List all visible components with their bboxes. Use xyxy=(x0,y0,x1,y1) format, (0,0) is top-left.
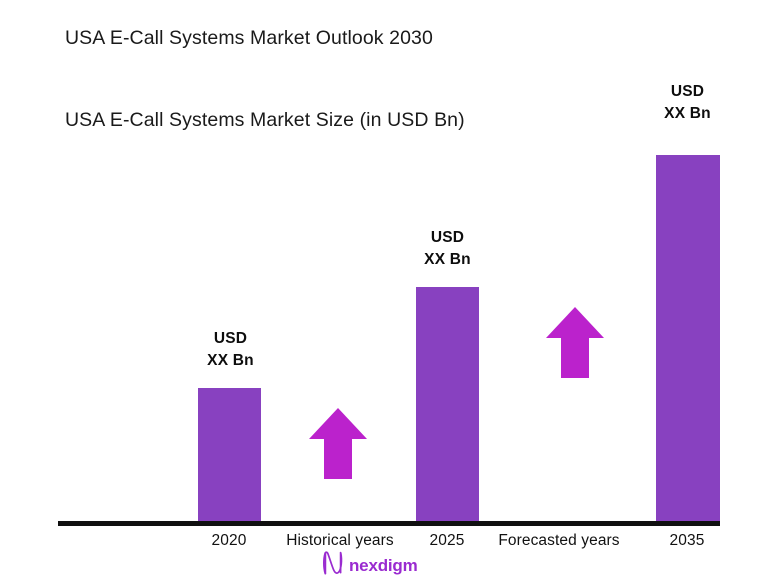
bar-value-line1: USD xyxy=(213,330,248,347)
bar-value-line2: XX Bn xyxy=(207,352,254,370)
bar-value-line1: USD xyxy=(670,83,705,100)
bar-value-line1: USD xyxy=(430,229,465,246)
logo-text: nexdigm xyxy=(349,556,418,575)
bar-value-label-2020: USD XX Bn xyxy=(158,328,303,373)
axis-label-2035: 2035 xyxy=(669,532,705,549)
bar-2020[interactable] xyxy=(198,388,261,524)
bar-value-line2: XX Bn xyxy=(664,105,711,123)
axis-baseline xyxy=(58,521,720,526)
bar-2035[interactable] xyxy=(656,155,720,524)
bar-2025[interactable] xyxy=(416,287,479,524)
chart-subtitle: USA E-Call Systems Market Size (in USD B… xyxy=(65,109,465,131)
up-arrow-icon-forecast xyxy=(545,306,605,379)
bar-value-line2: XX Bn xyxy=(424,251,471,269)
axis-label-2020: 2020 xyxy=(211,532,247,549)
bar-value-label-2035: USD XX Bn xyxy=(615,81,760,126)
nexdigm-logo[interactable]: nexdigm xyxy=(322,551,418,580)
up-arrow-icon-historical xyxy=(308,407,368,480)
axis-label-historical-years: Historical years xyxy=(286,532,394,549)
wave-n-mark-icon xyxy=(322,551,344,580)
page-title: USA E-Call Systems Market Outlook 2030 xyxy=(65,27,433,49)
bar-value-label-2025: USD XX Bn xyxy=(375,227,520,272)
axis-label-2025: 2025 xyxy=(429,532,465,549)
axis-label-forecasted-years: Forecasted years xyxy=(498,532,620,549)
